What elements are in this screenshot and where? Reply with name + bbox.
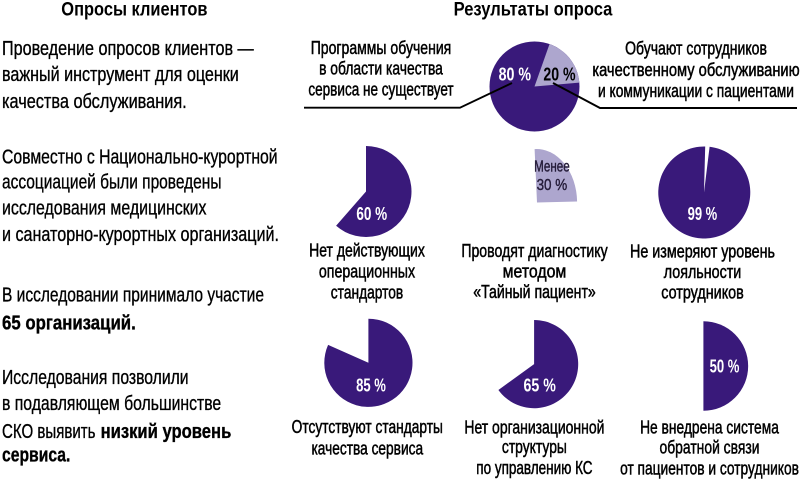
svg-text:Совместно с Национально-курорт: Совместно с Национально-курортной	[2, 147, 278, 169]
svg-text:Программы обучения: Программы обучения	[311, 38, 452, 58]
svg-text:85 %: 85 %	[356, 375, 386, 395]
svg-text:Не внедрена система: Не внедрена система	[640, 417, 780, 437]
svg-text:65 организаций.: 65 организаций.	[2, 312, 136, 334]
svg-text:Опросы клиентов: Опросы клиентов	[61, 0, 207, 21]
svg-text:структуры: структуры	[502, 437, 567, 457]
svg-text:Отсутствуют стандарты: Отсутствуют стандарты	[292, 417, 443, 437]
svg-text:Результаты опроса: Результаты опроса	[454, 0, 613, 21]
svg-text:качественному обслуживанию: качественному обслуживанию	[592, 60, 799, 80]
svg-text:и коммуникации с пациентами: и коммуникации с пациентами	[598, 81, 794, 101]
svg-text:сотрудников: сотрудников	[661, 283, 744, 303]
svg-text:обратной связи: обратной связи	[660, 438, 760, 458]
svg-text:30 %: 30 %	[537, 177, 568, 194]
svg-text:от пациентов и сотрудников: от пациентов и сотрудников	[620, 458, 799, 478]
svg-text:важный инструмент для оценки: важный инструмент для оценки	[2, 64, 239, 86]
svg-text:Не измеряют уровень: Не измеряют уровень	[630, 242, 775, 262]
svg-text:и санаторно-курортных организа: и санаторно-курортных организаций.	[2, 224, 279, 246]
svg-text:сервиса.: сервиса.	[2, 445, 70, 467]
svg-text:исследования медицинских: исследования медицинских	[2, 198, 207, 220]
svg-text:сервиса не существует: сервиса не существует	[308, 80, 453, 100]
svg-text:низкий уровень: низкий уровень	[101, 421, 232, 443]
svg-text:Исследования позволили: Исследования позволили	[2, 367, 189, 389]
svg-text:20 %: 20 %	[543, 65, 575, 85]
svg-text:методом: методом	[503, 262, 567, 282]
svg-text:в области качества: в области качества	[319, 59, 444, 79]
svg-text:качества сервиса: качества сервиса	[312, 438, 424, 458]
svg-text:50 %: 50 %	[710, 357, 740, 377]
svg-text:Нет организационной: Нет организационной	[464, 417, 604, 437]
svg-text:65 %: 65 %	[524, 376, 556, 396]
svg-text:Проводят диагностику: Проводят диагностику	[461, 241, 607, 261]
svg-text:Проведение опросов клиентов —: Проведение опросов клиентов —	[2, 38, 254, 60]
svg-text:в подавляющем большинстве: в подавляющем большинстве	[2, 393, 221, 415]
svg-text:операционных: операционных	[319, 262, 415, 282]
svg-text:лояльности: лояльности	[664, 262, 742, 282]
svg-text:«Тайный пациент»: «Тайный пациент»	[473, 282, 596, 302]
svg-text:В исследовании принимало участ: В исследовании принимало участие	[2, 284, 264, 306]
svg-text:60 %: 60 %	[356, 204, 387, 224]
svg-text:Нет действующих: Нет действующих	[309, 241, 425, 261]
svg-text:Обучают сотрудников: Обучают сотрудников	[625, 38, 767, 58]
svg-text:СКО выявить: СКО выявить	[2, 421, 96, 443]
svg-text:99 %: 99 %	[688, 204, 718, 224]
svg-text:80 %: 80 %	[499, 65, 531, 85]
svg-text:качества обслуживания.: качества обслуживания.	[2, 91, 187, 113]
svg-text:ассоциацией были проведены: ассоциацией были проведены	[2, 172, 222, 194]
svg-text:Менее: Менее	[534, 158, 570, 175]
svg-text:стандартов: стандартов	[331, 282, 403, 302]
svg-text:по управлению КС: по управлению КС	[476, 458, 592, 478]
